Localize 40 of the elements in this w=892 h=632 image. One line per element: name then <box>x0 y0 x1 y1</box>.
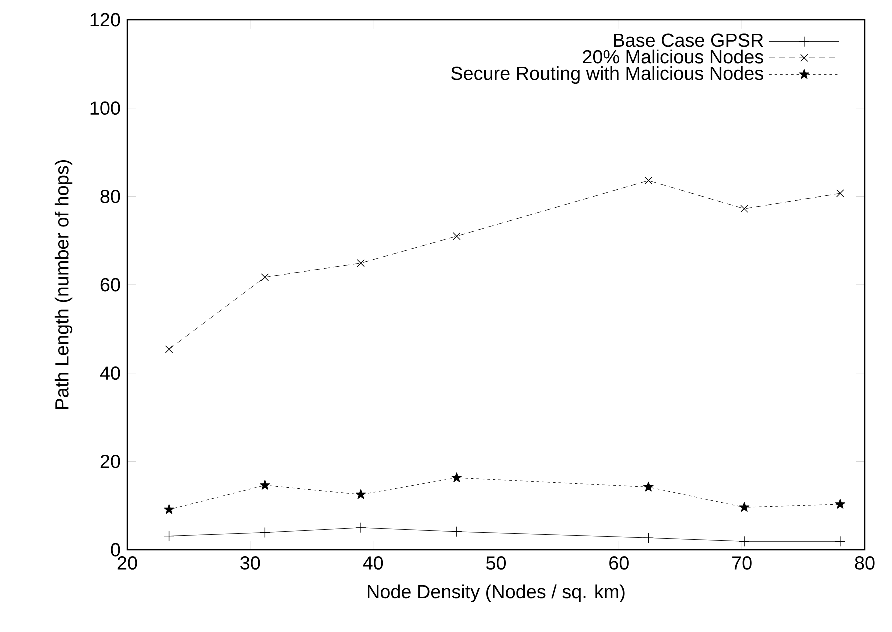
point <box>165 346 174 354</box>
point <box>644 176 653 185</box>
point <box>835 499 846 509</box>
point <box>260 527 271 538</box>
y-tick-label: 40 <box>100 366 120 380</box>
point <box>643 532 654 544</box>
x-tick-label: 50 <box>486 556 506 570</box>
point <box>356 522 366 534</box>
point <box>261 274 270 282</box>
point <box>357 259 365 268</box>
x-tick-label: 80 <box>855 556 875 570</box>
x-tick-label: 70 <box>732 556 752 570</box>
x-tick-label: 30 <box>240 556 260 570</box>
x-tick-label: 20 <box>118 556 138 570</box>
point <box>739 502 750 512</box>
point <box>836 190 844 198</box>
point <box>453 232 461 240</box>
point <box>356 489 366 500</box>
point <box>740 205 748 213</box>
point <box>835 536 846 547</box>
x-tick-label: 40 <box>363 556 384 570</box>
y-tick-label: 120 <box>90 13 120 27</box>
legend-label: Secure Routing with Malicious Nodes <box>452 66 764 84</box>
point <box>739 536 750 547</box>
y-tick-label: 60 <box>100 278 120 292</box>
point <box>164 504 174 514</box>
x-tick-label: 60 <box>610 556 629 570</box>
legend-label: 20% Malicious Nodes <box>583 50 764 64</box>
y-tick-label: 80 <box>100 190 120 204</box>
point <box>644 482 654 492</box>
y-axis-title: Path Length (number of hops) <box>54 160 73 410</box>
point <box>452 526 462 538</box>
legend-label: Base Case GPSR <box>614 34 764 48</box>
point <box>260 480 270 490</box>
y-tick-label: 100 <box>90 102 120 116</box>
y-tick-label: 0 <box>111 543 120 557</box>
y-tick-label: 20 <box>100 454 120 468</box>
point <box>164 530 175 542</box>
point <box>452 472 462 482</box>
x-axis-title: Node Density (Nodes / sq. km) <box>368 584 625 602</box>
